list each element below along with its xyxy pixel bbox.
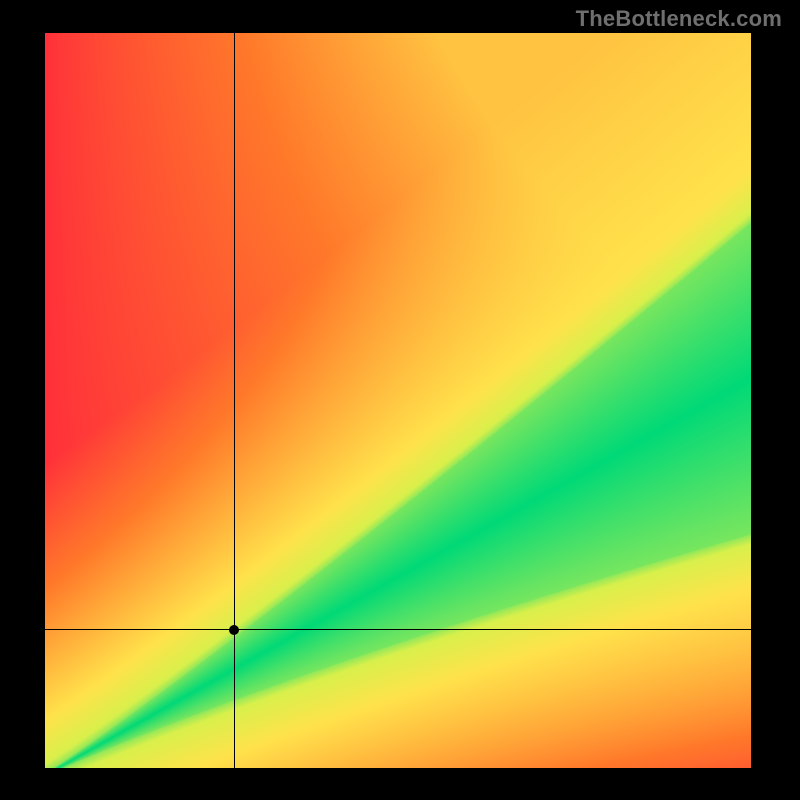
heatmap-plot-area: [45, 33, 751, 768]
crosshair-marker-dot: [229, 625, 239, 635]
chart-container: { "watermark": { "text": "TheBottleneck.…: [0, 0, 800, 800]
heatmap-canvas: [45, 33, 751, 768]
crosshair-horizontal-line: [45, 629, 751, 630]
watermark-text: TheBottleneck.com: [576, 6, 782, 32]
crosshair-vertical-line: [234, 33, 235, 768]
